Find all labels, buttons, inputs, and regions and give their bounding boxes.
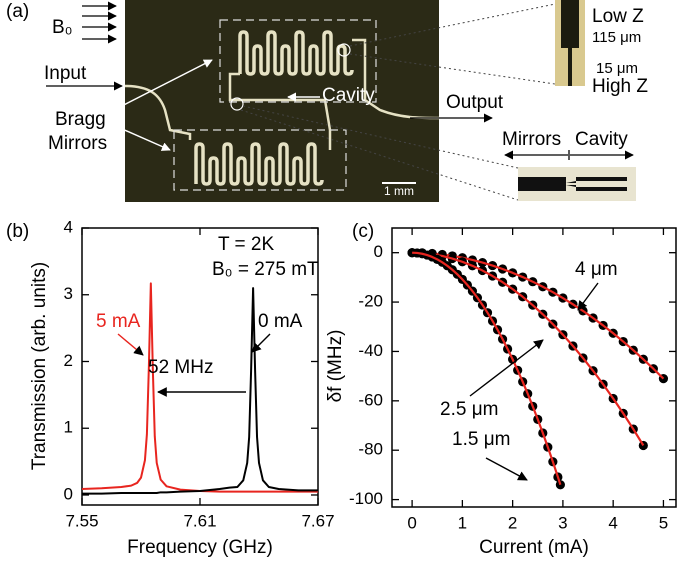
mirror-meander bbox=[194, 142, 324, 186]
bragg-label: Mirrors bbox=[48, 133, 107, 154]
x-tick-label: 5 bbox=[659, 513, 668, 532]
input-label: Input bbox=[44, 63, 87, 84]
high-z-label: High Z bbox=[592, 76, 648, 97]
dashed-box bbox=[219, 19, 377, 103]
x-tick-label: 7.55 bbox=[65, 511, 98, 530]
series-label: 0 mA bbox=[258, 311, 303, 332]
data-line bbox=[412, 251, 645, 447]
y-tick-label: -40 bbox=[358, 341, 383, 360]
cavity-meander bbox=[238, 30, 354, 76]
feed-line bbox=[124, 84, 192, 140]
y-axis-label: δf (MHz) bbox=[325, 330, 346, 403]
x-tick-label: 3 bbox=[558, 513, 567, 532]
x-tick-label: 7.61 bbox=[183, 511, 216, 530]
low-z-label: Low Z bbox=[592, 6, 644, 27]
zoom-line bbox=[240, 109, 519, 201]
inset-cavity bbox=[566, 177, 627, 191]
series-label: 4 μm bbox=[575, 259, 618, 280]
y-tick-label: -80 bbox=[358, 440, 383, 459]
bragg-label: Bragg bbox=[55, 109, 106, 130]
panel-label: (c) bbox=[352, 221, 374, 242]
x-tick-label: 2 bbox=[508, 513, 517, 532]
inset-low-z bbox=[561, 0, 579, 48]
x-tick-label: 7.67 bbox=[301, 511, 334, 530]
annotation: 52 MHz bbox=[148, 357, 213, 378]
feed-line bbox=[228, 72, 332, 150]
plot-frame bbox=[391, 227, 677, 508]
data-point bbox=[555, 480, 565, 490]
series-label: 2.5 μm bbox=[440, 399, 498, 420]
arrow bbox=[469, 339, 544, 397]
cavity-label: Cavity bbox=[322, 85, 375, 106]
inset-mirrors-label: Mirrors bbox=[502, 129, 561, 150]
annotation: T = 2K bbox=[218, 234, 274, 255]
low-z-width: 115 μm bbox=[592, 29, 641, 46]
dashed-box bbox=[173, 129, 347, 191]
y-tick-label: 3 bbox=[64, 284, 73, 303]
y-tick-label: 2 bbox=[64, 351, 73, 370]
x-axis-label: Frequency (GHz) bbox=[127, 537, 273, 558]
arrow bbox=[485, 457, 528, 481]
inset-mirror bbox=[518, 177, 566, 191]
inset-cavity-label: Cavity bbox=[575, 129, 628, 150]
inset-high-z bbox=[568, 48, 572, 86]
y-tick-label: -60 bbox=[358, 390, 383, 409]
scale-label: 1 mm bbox=[384, 184, 414, 198]
y-tick-label: -100 bbox=[349, 489, 383, 508]
y-tick-label: -20 bbox=[358, 292, 383, 311]
field-label: B₀ bbox=[52, 17, 73, 38]
arrow bbox=[117, 333, 144, 356]
zoom-line bbox=[242, 105, 519, 169]
panel-label: (a) bbox=[6, 1, 29, 22]
data-line bbox=[412, 251, 562, 486]
panel-label: (b) bbox=[6, 221, 29, 242]
annotation: B₀ = 275 mT bbox=[212, 259, 319, 280]
photo-panel: 1 mm (a) B₀ Input Bragg Mirrors Cavity O… bbox=[6, 0, 648, 202]
bragg-arrow bbox=[109, 59, 213, 113]
chart: (b) 0 1 2 3 4 7.55 7.61 7.67 Frequency (GHz) Trans… bbox=[6, 217, 335, 558]
arrow bbox=[577, 282, 599, 311]
series-label: 5 mA bbox=[96, 311, 141, 332]
high-z-width: 15 μm bbox=[596, 60, 638, 77]
series-label: 1.5 μm bbox=[452, 429, 510, 450]
bragg-arrow bbox=[119, 127, 171, 151]
zoom-marker bbox=[230, 97, 244, 111]
data-line bbox=[82, 287, 318, 495]
x-axis-label: Current (mA) bbox=[479, 537, 589, 558]
arrow bbox=[251, 333, 271, 353]
x-tick-label: 4 bbox=[608, 513, 617, 532]
y-tick-label: 4 bbox=[64, 217, 73, 236]
x-tick-label: 0 bbox=[407, 513, 416, 532]
y-tick-label: 1 bbox=[64, 418, 73, 437]
output-label: Output bbox=[446, 92, 504, 113]
y-tick-label: 0 bbox=[64, 484, 73, 503]
y-axis-label: Transmission (arb. units) bbox=[29, 262, 50, 470]
zoom-marker bbox=[337, 43, 351, 57]
y-tick-label: 0 bbox=[374, 242, 383, 261]
device-traces bbox=[124, 30, 440, 186]
x-tick-label: 1 bbox=[458, 513, 467, 532]
